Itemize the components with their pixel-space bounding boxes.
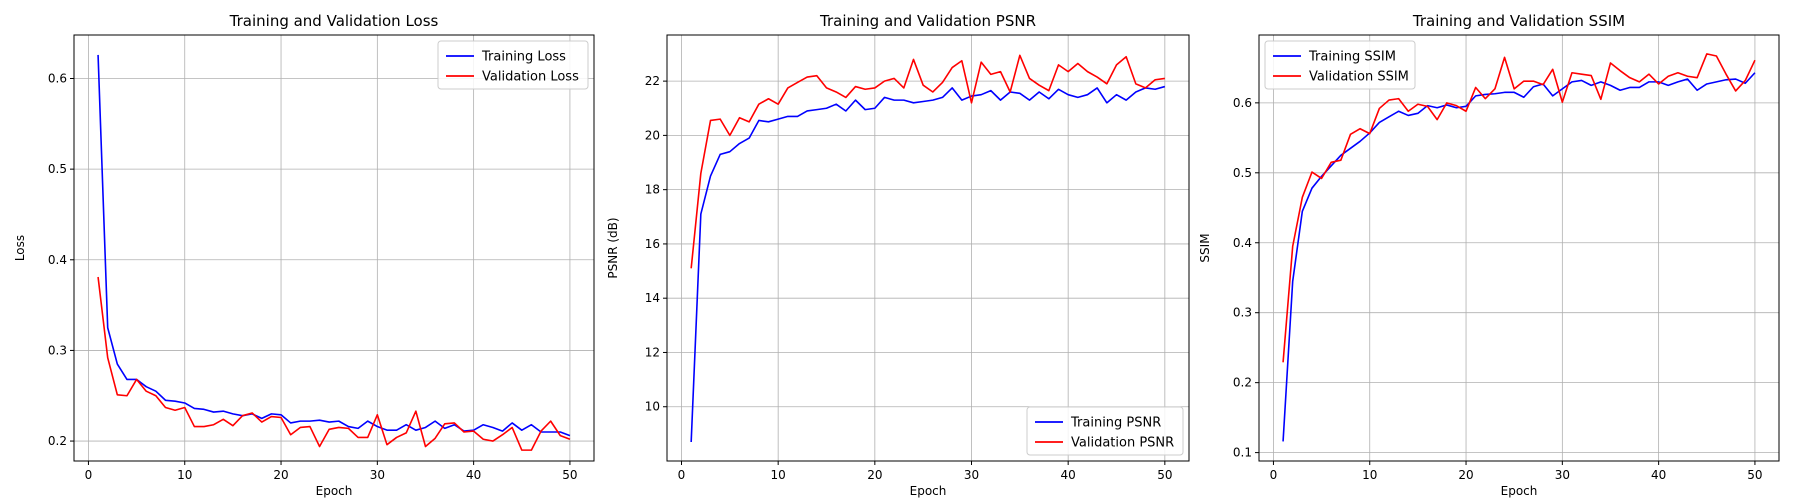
legend-box [437,40,589,90]
y-tick-label: 0.1 [1233,446,1252,460]
x-tick-label: 30 [964,468,979,482]
chart-title: Training and Validation PSNR [819,12,1036,30]
y-tick-label: 0.3 [48,343,67,357]
x-tick-label: 50 [1747,468,1762,482]
chart-panel-3: 0 10 20 30 40 50 0.1 0.2 0.3 0.4 0.5 0.6 Training an… [1198,12,1780,498]
x-axis-label: Epoch [316,484,353,498]
x-tick-label: 10 [1362,468,1377,482]
y-tick-label: 18 [645,183,660,197]
x-tick-label: 20 [273,468,288,482]
y-axis-label: Loss [13,235,27,261]
x-tick-label: 20 [867,468,882,482]
legend-label: Training PSNR [1070,416,1161,431]
x-tick-label: 0 [1270,468,1278,482]
series-line-training [1282,72,1756,442]
chart-title: Training and Validation SSIM [1412,12,1625,30]
series-line-training [97,54,571,437]
y-tick-label: 22 [645,74,660,88]
x-tick-label: 0 [678,468,686,482]
y-tick-label: 0.2 [1233,376,1252,390]
legend-label: Validation PSNR [1071,436,1174,451]
chart-title: Training and Validation Loss [229,12,439,30]
legend-label: Training Loss [481,50,566,65]
y-tick-label: 0.4 [48,253,67,267]
y-tick-label: 0.5 [1233,166,1252,180]
legend-box [1264,40,1416,90]
x-axis-label: Epoch [1501,484,1538,498]
series-line-validation [97,276,571,451]
legend-label: Training SSIM [1308,50,1396,65]
series-line-validation [1282,53,1756,363]
x-tick-label: 40 [1651,468,1666,482]
y-tick-label: 0.6 [1233,96,1252,110]
series-line-validation [690,54,1165,269]
axes-frame [666,34,1190,462]
y-tick-label: 14 [645,291,660,305]
x-tick-label: 50 [562,468,577,482]
y-tick-label: 12 [645,345,660,359]
legend-box [1026,406,1184,456]
y-axis-label: SSIM [1198,233,1212,262]
x-tick-label: 40 [1061,468,1076,482]
y-tick-label: 0.2 [48,434,67,448]
x-tick-label: 30 [370,468,385,482]
axes-frame [1258,34,1780,462]
x-tick-label: 30 [1555,468,1570,482]
y-axis-label: PSNR (dB) [606,217,620,278]
chart-panel-2: 0 10 20 30 40 50 10 12 14 16 18 20 22 Training and Va… [606,12,1190,498]
legend: Training SSIM Validation SSIM [1264,40,1416,90]
x-axis-label: Epoch [910,484,947,498]
y-tick-label: 0.6 [48,72,67,86]
y-tick-label: 10 [645,400,660,414]
series-line-training [690,85,1166,443]
axes-frame [73,34,595,462]
x-tick-label: 10 [771,468,786,482]
x-tick-label: 20 [1458,468,1473,482]
x-tick-label: 50 [1157,468,1172,482]
legend: Training Loss Validation Loss [437,40,589,90]
legend-label: Validation Loss [482,70,579,85]
legend: Training PSNR Validation PSNR [1026,406,1184,456]
x-tick-label: 0 [85,468,93,482]
y-tick-label: 0.4 [1233,236,1252,250]
legend-label: Validation SSIM [1309,70,1409,85]
y-tick-label: 0.5 [48,162,67,176]
y-tick-label: 20 [645,128,660,142]
x-tick-label: 40 [466,468,481,482]
x-tick-label: 10 [177,468,192,482]
y-tick-label: 16 [645,237,660,251]
chart-panel-1: 0 10 20 30 40 50 0.2 0.3 0.4 0.5 0.6 Training and V… [13,12,595,498]
y-tick-label: 0.3 [1233,306,1252,320]
